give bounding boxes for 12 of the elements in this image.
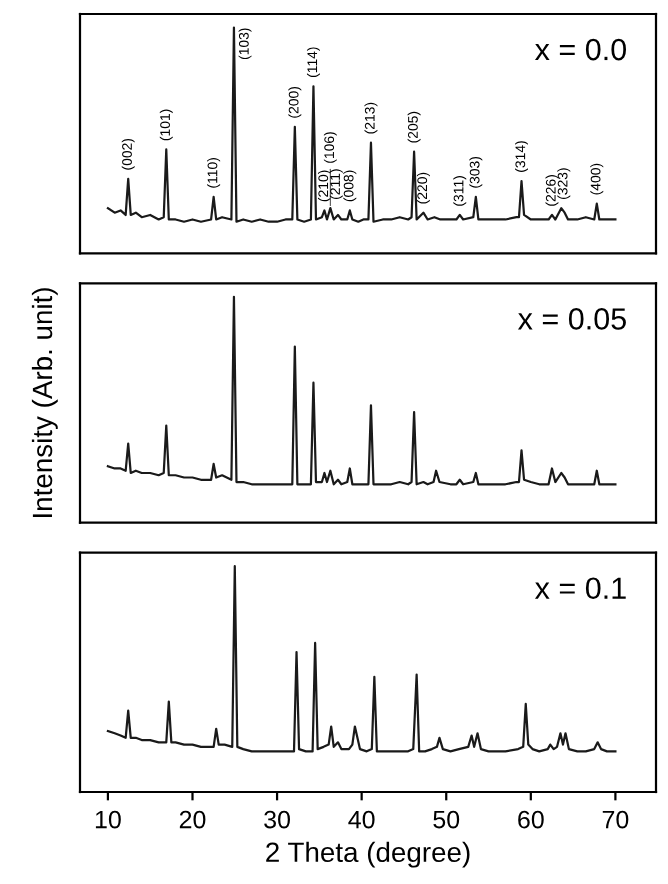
x-axis-title: 2 Theta (degree) xyxy=(266,841,470,868)
x-tick-label: 30 xyxy=(264,810,290,829)
x-tick-label: 20 xyxy=(179,810,206,829)
y-axis-title: Intensity (Arb. unit) xyxy=(31,288,58,517)
x-tick-label: 60 xyxy=(518,810,544,829)
chart-title: x = 0.05 xyxy=(517,308,626,330)
x-tick-label: 40 xyxy=(348,810,375,829)
x-tick-label: 50 xyxy=(433,810,460,829)
chart-title: x = 0.1 xyxy=(534,577,626,600)
chart-title: x = 0.0 xyxy=(534,38,627,61)
x-tick-label: 70 xyxy=(602,810,629,829)
x-tick-label: 10 xyxy=(95,810,121,829)
